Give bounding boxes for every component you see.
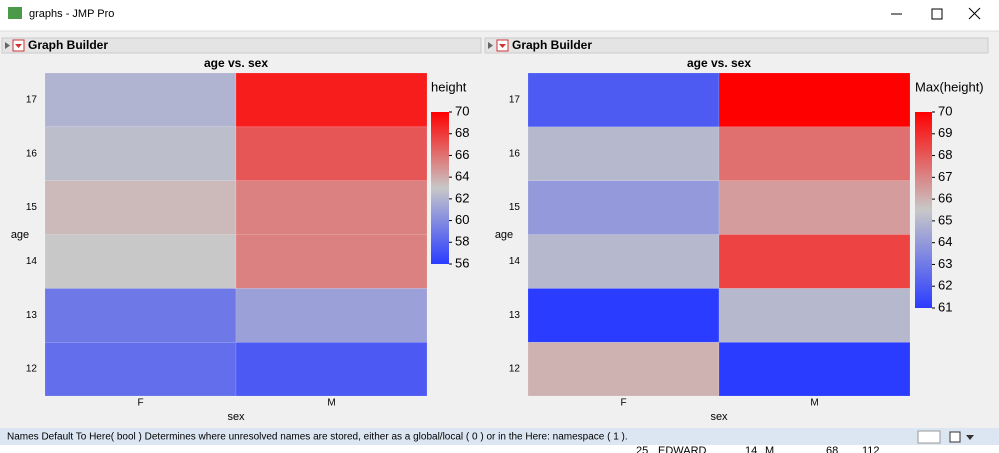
heat-cell (527, 126, 720, 181)
heat-cell (235, 234, 428, 289)
legend-tick-label: 63 (938, 256, 952, 271)
legend-bar (431, 112, 449, 264)
background-sheet (0, 445, 999, 453)
x-tick-label: F (137, 398, 143, 409)
y-tick-label: 13 (509, 310, 521, 321)
heat-cell (718, 288, 911, 343)
heat-cell (718, 126, 911, 181)
heat-cell (44, 288, 237, 343)
legend-tick-label: 65 (938, 212, 952, 227)
legend-title: height (431, 79, 467, 94)
y-tick-label: 16 (509, 148, 521, 159)
legend-tick-label: 58 (455, 234, 469, 249)
window-title: graphs - JMP Pro (29, 8, 114, 20)
status-bar (0, 428, 999, 445)
panel-header-bg (484, 37, 989, 54)
x-tick-label: M (810, 398, 818, 409)
disclosure-icon[interactable] (5, 42, 10, 49)
background-cell: M (765, 445, 774, 453)
heat-cell (718, 341, 911, 397)
y-tick-label: 16 (26, 148, 38, 159)
y-tick-label: 17 (26, 95, 38, 106)
heat-cell (527, 234, 720, 289)
background-cell: 112 (862, 445, 880, 453)
y-tick-label: 15 (26, 202, 38, 213)
legend-tick-label: 64 (938, 234, 952, 249)
chart-title: age vs. sex (204, 56, 268, 70)
legend-tick-label: 56 (455, 255, 469, 270)
legend-tick-label: 66 (938, 191, 952, 206)
y-tick-label: 14 (26, 256, 38, 267)
x-tick-label: F (620, 398, 626, 409)
heat-cell (527, 288, 720, 343)
background-cell: 25 (636, 445, 648, 453)
menu-arrow (499, 44, 506, 48)
status-text: Names Default To Here( bool ) Determines… (7, 432, 628, 443)
legend-tick-label: 68 (938, 147, 952, 162)
legend-title: Max(height) (915, 79, 984, 94)
panel-header: Graph Builder (512, 38, 592, 52)
legend-bar (915, 112, 932, 308)
heat-cell (718, 234, 911, 289)
y-tick-label: 13 (26, 310, 38, 321)
heat-cell (527, 72, 720, 128)
legend-tick-label: 66 (455, 147, 469, 162)
heat-cell (44, 180, 237, 235)
heat-cell (235, 288, 428, 343)
y-tick-label: 14 (509, 256, 521, 267)
chart-title: age vs. sex (687, 56, 751, 70)
legend-tick-label: 70 (455, 103, 469, 118)
heat-cell (44, 234, 237, 289)
maximize-button[interactable] (931, 8, 943, 20)
legend-tick-label: 64 (455, 169, 469, 184)
heat-cell (235, 180, 428, 235)
heat-cell (44, 72, 237, 128)
heat-cell (718, 180, 911, 235)
panel-header-bg (1, 37, 482, 54)
background-cell: EDWARD (658, 445, 707, 453)
legend-tick-label: 67 (938, 169, 952, 184)
background-cell: 14 (745, 445, 757, 453)
y-tick-label: 12 (509, 364, 521, 375)
x-tick-label: M (327, 398, 335, 409)
status-dropdown[interactable] (966, 435, 974, 440)
background-cell: 68 (826, 445, 838, 453)
panel-header: Graph Builder (28, 38, 108, 52)
legend-tick-label: 62 (455, 190, 469, 205)
legend-tick-label: 60 (455, 212, 469, 227)
heat-cell (235, 341, 428, 397)
heat-cell (527, 180, 720, 235)
legend-tick-label: 68 (455, 125, 469, 140)
status-checkbox[interactable] (949, 431, 961, 443)
legend-tick-label: 69 (938, 125, 952, 140)
legend-tick-label: 70 (938, 103, 952, 118)
heat-cell (235, 72, 428, 128)
y-axis-label: age (495, 229, 513, 241)
y-tick-label: 17 (509, 95, 521, 106)
heat-cell (718, 72, 911, 128)
x-axis-label: sex (227, 411, 245, 423)
menu-arrow (15, 44, 22, 48)
status-icons[interactable] (917, 430, 941, 444)
legend-tick-label: 62 (938, 278, 952, 293)
disclosure-icon[interactable] (488, 42, 493, 49)
app-icon (8, 7, 22, 19)
close-button[interactable] (968, 7, 981, 20)
x-axis-label: sex (710, 411, 728, 423)
legend-tick-label: 61 (938, 299, 952, 314)
y-tick-label: 12 (26, 364, 38, 375)
heat-cell (44, 126, 237, 181)
title-bar (0, 0, 999, 31)
y-tick-label: 15 (509, 202, 521, 213)
heat-cell (527, 341, 720, 397)
y-axis-label: age (11, 229, 29, 241)
heat-cell (44, 341, 237, 397)
heat-cell (235, 126, 428, 181)
